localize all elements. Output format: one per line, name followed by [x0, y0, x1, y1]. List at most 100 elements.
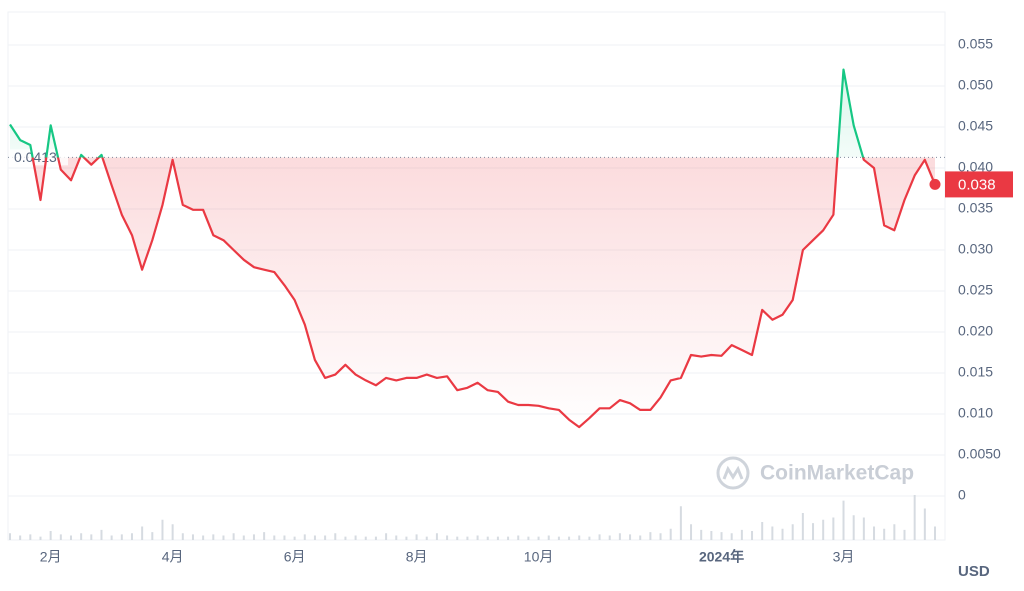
- volume-bar: [181, 533, 184, 540]
- volume-bar: [903, 529, 906, 540]
- current-price-tag: [945, 171, 1013, 198]
- volume-bar: [771, 526, 774, 540]
- volume-bar: [761, 522, 764, 540]
- volume-bar: [130, 533, 133, 540]
- volume-bar: [151, 532, 154, 540]
- volume-bar: [598, 534, 601, 540]
- volume-bar: [212, 534, 215, 540]
- volume-bar: [710, 531, 713, 540]
- reference-label: 0.0413: [14, 149, 57, 165]
- volume-bar: [740, 529, 743, 540]
- volume-bar: [476, 535, 479, 540]
- volume-bar: [222, 535, 225, 540]
- volume-bar: [801, 513, 804, 540]
- volume-bar: [171, 524, 174, 540]
- volume-bar: [49, 531, 52, 540]
- volume-bar: [303, 534, 306, 540]
- volume-bar: [59, 534, 62, 540]
- volume-bar: [751, 531, 754, 540]
- volume-bar: [812, 523, 815, 540]
- volume-bar: [344, 536, 347, 540]
- volume-bar: [832, 517, 835, 540]
- volume-bar: [669, 528, 672, 540]
- volume-bar: [730, 533, 733, 540]
- y-tick-label: 0.015: [958, 364, 993, 380]
- volume-bar: [852, 515, 855, 540]
- volume-bar: [293, 536, 296, 540]
- x-tick-label: 2024年: [699, 549, 744, 565]
- volume-bar: [700, 529, 703, 540]
- volume-bar: [873, 526, 876, 540]
- volume-bar: [29, 534, 32, 540]
- volume-bar: [517, 535, 520, 540]
- volume-bar: [191, 534, 194, 540]
- volume-bar: [273, 535, 276, 540]
- volume-bar: [334, 533, 337, 540]
- volume-bar: [690, 524, 693, 540]
- volume-bar: [608, 535, 611, 540]
- volume-bar: [39, 536, 42, 540]
- volume-bar: [893, 524, 896, 540]
- x-tick-label: 10月: [524, 549, 554, 565]
- volume-bar: [90, 534, 93, 540]
- volume-bar: [120, 534, 123, 540]
- volume-bar: [354, 535, 357, 540]
- volume-bar: [659, 533, 662, 540]
- volume-bar: [446, 535, 449, 540]
- volume-bar: [374, 536, 377, 540]
- y-tick-label: 0.050: [958, 77, 993, 93]
- y-tick-label: 0.040: [958, 159, 993, 175]
- volume-bar: [507, 536, 510, 540]
- x-tick-label: 4月: [162, 549, 184, 565]
- volume-bar: [557, 536, 560, 540]
- y-tick-label: 0.010: [958, 405, 993, 421]
- volume-bar: [232, 533, 235, 540]
- volume-bar: [923, 508, 926, 540]
- volume-bar: [568, 536, 571, 540]
- watermark-text: CoinMarketCap: [760, 462, 914, 485]
- volume-bar: [486, 536, 489, 540]
- last-point: [929, 178, 941, 190]
- volume-bar: [842, 500, 845, 540]
- volume-bar: [679, 506, 682, 540]
- volume-bar: [934, 526, 936, 540]
- y-tick-label: 0.055: [958, 36, 993, 52]
- y-tick-label: 0.045: [958, 118, 993, 134]
- volume-bar: [242, 535, 245, 540]
- volume-bar: [862, 517, 865, 540]
- volume-bar: [202, 535, 205, 540]
- y-tick-label: 0.025: [958, 282, 993, 298]
- reference-label-bg: [10, 149, 68, 166]
- volume-bar: [385, 533, 388, 540]
- volume-bar: [537, 536, 540, 540]
- volume-bar: [618, 533, 621, 540]
- volume-bar: [913, 495, 916, 540]
- volume-bar: [883, 528, 886, 540]
- volume-bar: [415, 534, 418, 540]
- volume-bar: [395, 535, 398, 540]
- volume-bar: [161, 519, 164, 540]
- volume-bar: [527, 536, 530, 540]
- volume-bar: [588, 536, 591, 540]
- volume-bar: [80, 533, 83, 540]
- volume-bar: [466, 536, 469, 540]
- volume-bar: [405, 536, 408, 540]
- x-tick-label: 2月: [40, 549, 62, 565]
- volume-bar: [252, 534, 255, 540]
- current-price-label: 0.038: [958, 176, 996, 193]
- x-tick-label: 6月: [284, 549, 306, 565]
- x-tick-label: 3月: [833, 549, 855, 565]
- volume-bar: [435, 533, 438, 540]
- volume-bar: [283, 535, 286, 540]
- volume-bar: [69, 535, 72, 540]
- volume-bar: [141, 526, 144, 540]
- x-tick-label: 8月: [406, 549, 428, 565]
- volume-bar: [547, 535, 550, 540]
- volume-bar: [791, 524, 794, 540]
- volume-bar: [110, 535, 113, 540]
- y-tick-label: 0.020: [958, 323, 993, 339]
- y-tick-label: 0.035: [958, 200, 993, 216]
- plot-frame: [7, 11, 946, 541]
- y-tick-label: 0: [958, 487, 966, 503]
